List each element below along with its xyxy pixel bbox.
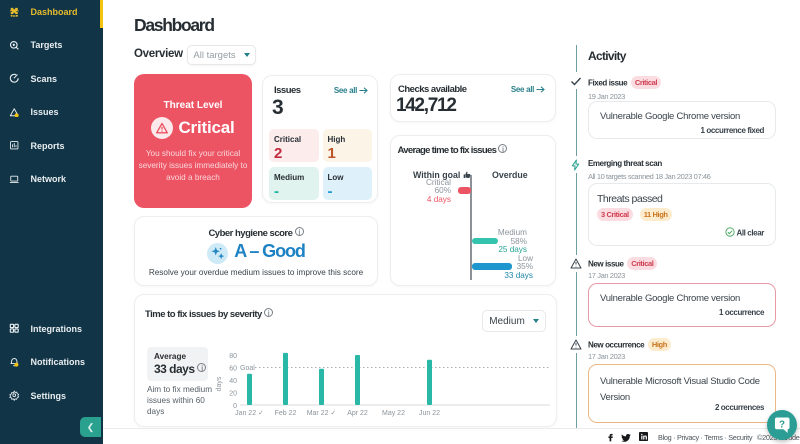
svg-text:days: days: [216, 376, 223, 391]
svg-text:Apr 22: Apr 22: [347, 410, 368, 417]
svg-text:May 22: May 22: [382, 410, 405, 417]
svg-text:Goal: Goal: [240, 365, 255, 372]
svg-text:Feb 22: Feb 22: [275, 410, 297, 417]
svg-text:20: 20: [229, 391, 237, 398]
svg-text:Mar 22 ✓: Mar 22 ✓: [307, 410, 337, 417]
svg-text:?: ?: [779, 419, 785, 430]
svg-text:0: 0: [233, 403, 237, 410]
svg-text:Jan 22 ✓: Jan 22 ✓: [235, 410, 264, 417]
svg-text:40: 40: [229, 378, 237, 385]
svg-text:Jun 22: Jun 22: [419, 410, 440, 417]
svg-text:60: 60: [229, 366, 237, 373]
svg-text:80: 80: [229, 353, 237, 360]
